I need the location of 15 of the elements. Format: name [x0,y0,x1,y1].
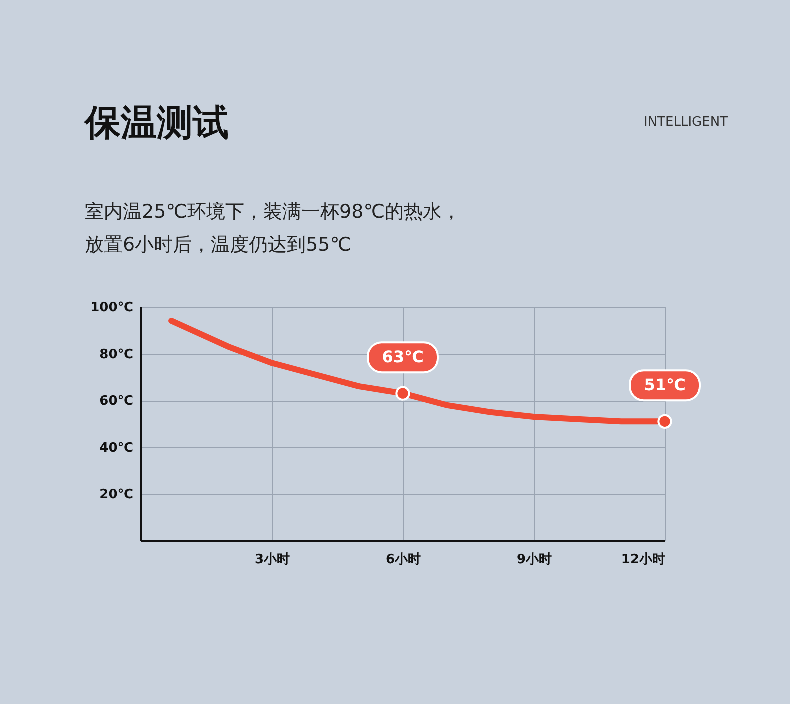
x-tick-label: 9小时 [516,552,552,568]
y-tick-label: 100℃ [90,300,134,316]
x-tick-label: 3小时 [254,552,290,568]
y-tick-label: 60℃ [100,394,134,410]
x-tick-label: 12小时 [621,552,666,568]
text: INTELLIGENT [644,115,728,130]
x-tick-label: 6小时 [386,552,422,568]
text: 室内温25℃环境下，装满一杯98℃的热水， [85,201,462,223]
annotation: 63℃ [382,348,424,367]
y-tick-label: 20℃ [100,488,134,503]
y-tick-label: 40℃ [100,440,134,456]
text: 放置6小时后，温度仍达到55℃ [85,234,352,256]
chart-title: 保温测试 [83,103,229,144]
annotation: 51℃ [644,376,686,395]
y-tick-label: 80℃ [100,347,134,362]
